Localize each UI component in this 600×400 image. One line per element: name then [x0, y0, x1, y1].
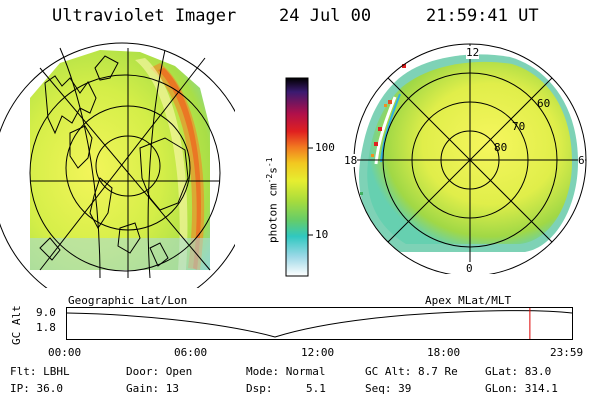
ip-readout: IP: 36.0	[10, 382, 63, 395]
altitude-timeline	[66, 307, 573, 340]
geographic-caption: Geographic Lat/Lon	[68, 294, 188, 307]
mlat-label-70: 70	[512, 120, 526, 133]
glon-readout: GLon: 314.1	[485, 382, 558, 395]
colorbar-tick-10: 10	[315, 228, 329, 241]
filter-readout: Flt: LBHL	[10, 365, 70, 378]
mlt-label-18: 18	[344, 154, 358, 167]
header-date: 24 Jul 00	[279, 6, 372, 26]
header-time: 21:59:41 UT	[426, 6, 539, 26]
colorbar-label: photon cm-2s-1	[265, 157, 280, 243]
colorbar	[285, 77, 313, 277]
timeline-ytick-high: 9.0	[36, 306, 56, 319]
timeline-xtick-0600: 06:00	[174, 346, 208, 359]
gcalt-readout: GC Alt: 8.7 Re	[365, 365, 458, 378]
gain-readout: Gain: 13	[126, 382, 179, 395]
timeline-ylabel: GC Alt	[10, 305, 23, 345]
timeline-xtick-0000: 00:00	[48, 346, 82, 359]
emission-hotspots	[360, 64, 406, 195]
timeline-xtick-1200: 12:00	[301, 346, 335, 359]
colorbar-scale	[285, 77, 309, 277]
geographic-emission	[30, 50, 210, 270]
altitude-curve	[66, 310, 573, 338]
glat-readout: GLat: 83.0	[485, 365, 552, 378]
polar-emission	[359, 54, 578, 252]
mlat-label-80: 80	[494, 141, 508, 154]
app-title: Ultraviolet Imager	[52, 6, 237, 26]
timeline-ytick-low: 1.8	[36, 321, 56, 334]
timeline-xtick-2359: 23:59	[550, 346, 584, 359]
apex-caption: Apex MLat/MLT	[425, 294, 512, 307]
polar-image	[353, 43, 587, 274]
timeline-frame	[66, 307, 573, 340]
mlt-label-0: 0	[466, 262, 473, 275]
mode-readout: Mode: Normal	[246, 365, 326, 378]
seq-readout: Seq: 39	[365, 382, 412, 395]
geographic-image	[0, 42, 235, 288]
door-readout: Door: Open	[126, 365, 193, 378]
mlt-label-12: 12	[466, 46, 480, 59]
mlt-label-6: 6	[578, 154, 585, 167]
colorbar-tick-100: 100	[315, 141, 335, 154]
dsp-value: 5.1	[306, 382, 326, 395]
coastline	[39, 55, 189, 267]
dsp-label: Dsp:	[246, 382, 273, 395]
timeline-xtick-1800: 18:00	[427, 346, 461, 359]
geographic-grid	[0, 42, 235, 288]
mlat-label-60: 60	[537, 97, 551, 110]
